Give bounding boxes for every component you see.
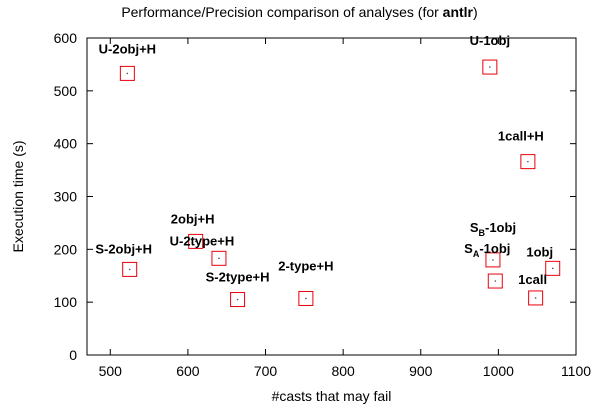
- y-tick-label: 200: [54, 241, 78, 257]
- x-tick-label: 900: [409, 363, 433, 379]
- data-point-dot: [494, 280, 497, 282]
- data-point-marker: [487, 273, 503, 289]
- data-point-marker: [528, 290, 544, 306]
- y-tick-label: 100: [54, 294, 78, 310]
- chart-title-suffix: ): [473, 4, 478, 20]
- y-tick-label: 0: [69, 347, 77, 363]
- data-point-marker: [520, 154, 536, 170]
- data-point-label: 2obj+H: [171, 211, 215, 226]
- data-point-label: S-2type+H: [206, 270, 270, 285]
- data-point-marker: [298, 290, 314, 306]
- x-tick-label: 1100: [561, 363, 591, 379]
- y-tick-label: 300: [54, 189, 78, 205]
- x-tick-label: 1000: [483, 363, 514, 379]
- data-point-marker: [482, 59, 498, 75]
- x-tick-label: 500: [99, 363, 123, 379]
- data-point-label: 1obj: [526, 244, 553, 259]
- data-point-label: S-2obj+H: [95, 241, 152, 256]
- data-point-marker: [122, 261, 138, 277]
- x-tick-label: 800: [331, 363, 355, 379]
- data-point-marker: [188, 233, 204, 249]
- data-point-label: U-1obj: [470, 33, 510, 48]
- x-axis-label: #casts that may fail: [272, 388, 392, 404]
- data-point-label: U-2obj+H: [99, 41, 156, 56]
- data-point-label: 2-type+H: [278, 258, 333, 273]
- data-point-dot: [492, 259, 494, 261]
- y-tick-label: 400: [54, 136, 78, 152]
- data-point-dot: [305, 297, 307, 300]
- data-point-marker: [545, 260, 561, 276]
- data-point-dot: [534, 297, 537, 299]
- chart-title-bold: antlr: [442, 4, 474, 20]
- data-point-label: 1call+H: [498, 129, 544, 144]
- data-point-marker: [119, 65, 135, 81]
- data-point-marker: [485, 252, 501, 268]
- data-point-label: 1call: [518, 272, 547, 287]
- data-point-label: SB-1obj: [470, 220, 516, 238]
- plot-frame: [86, 37, 577, 356]
- data-point-dot: [218, 257, 220, 260]
- data-point-dot: [527, 160, 529, 163]
- data-point-marker: [211, 250, 227, 266]
- data-point-dot: [489, 66, 491, 68]
- data-point-dot: [551, 267, 554, 270]
- data-point-dot: [194, 240, 197, 243]
- y-tick-label: 600: [54, 30, 78, 46]
- data-point-dot: [236, 298, 239, 301]
- data-point-label: SA-1obj: [464, 241, 510, 259]
- y-tick-label: 500: [54, 83, 78, 99]
- chart-title: Performance/Precision comparison of anal…: [0, 4, 599, 20]
- data-point-marker: [230, 292, 246, 308]
- data-point-label: U-2type+H: [170, 233, 235, 248]
- data-point-dot: [126, 72, 129, 75]
- chart-title-prefix: Performance/Precision comparison of anal…: [121, 4, 443, 20]
- y-axis-label: Execution time (s): [10, 140, 26, 252]
- x-tick-label: 600: [176, 363, 200, 379]
- data-point-dot: [128, 268, 131, 271]
- x-tick-label: 700: [254, 363, 278, 379]
